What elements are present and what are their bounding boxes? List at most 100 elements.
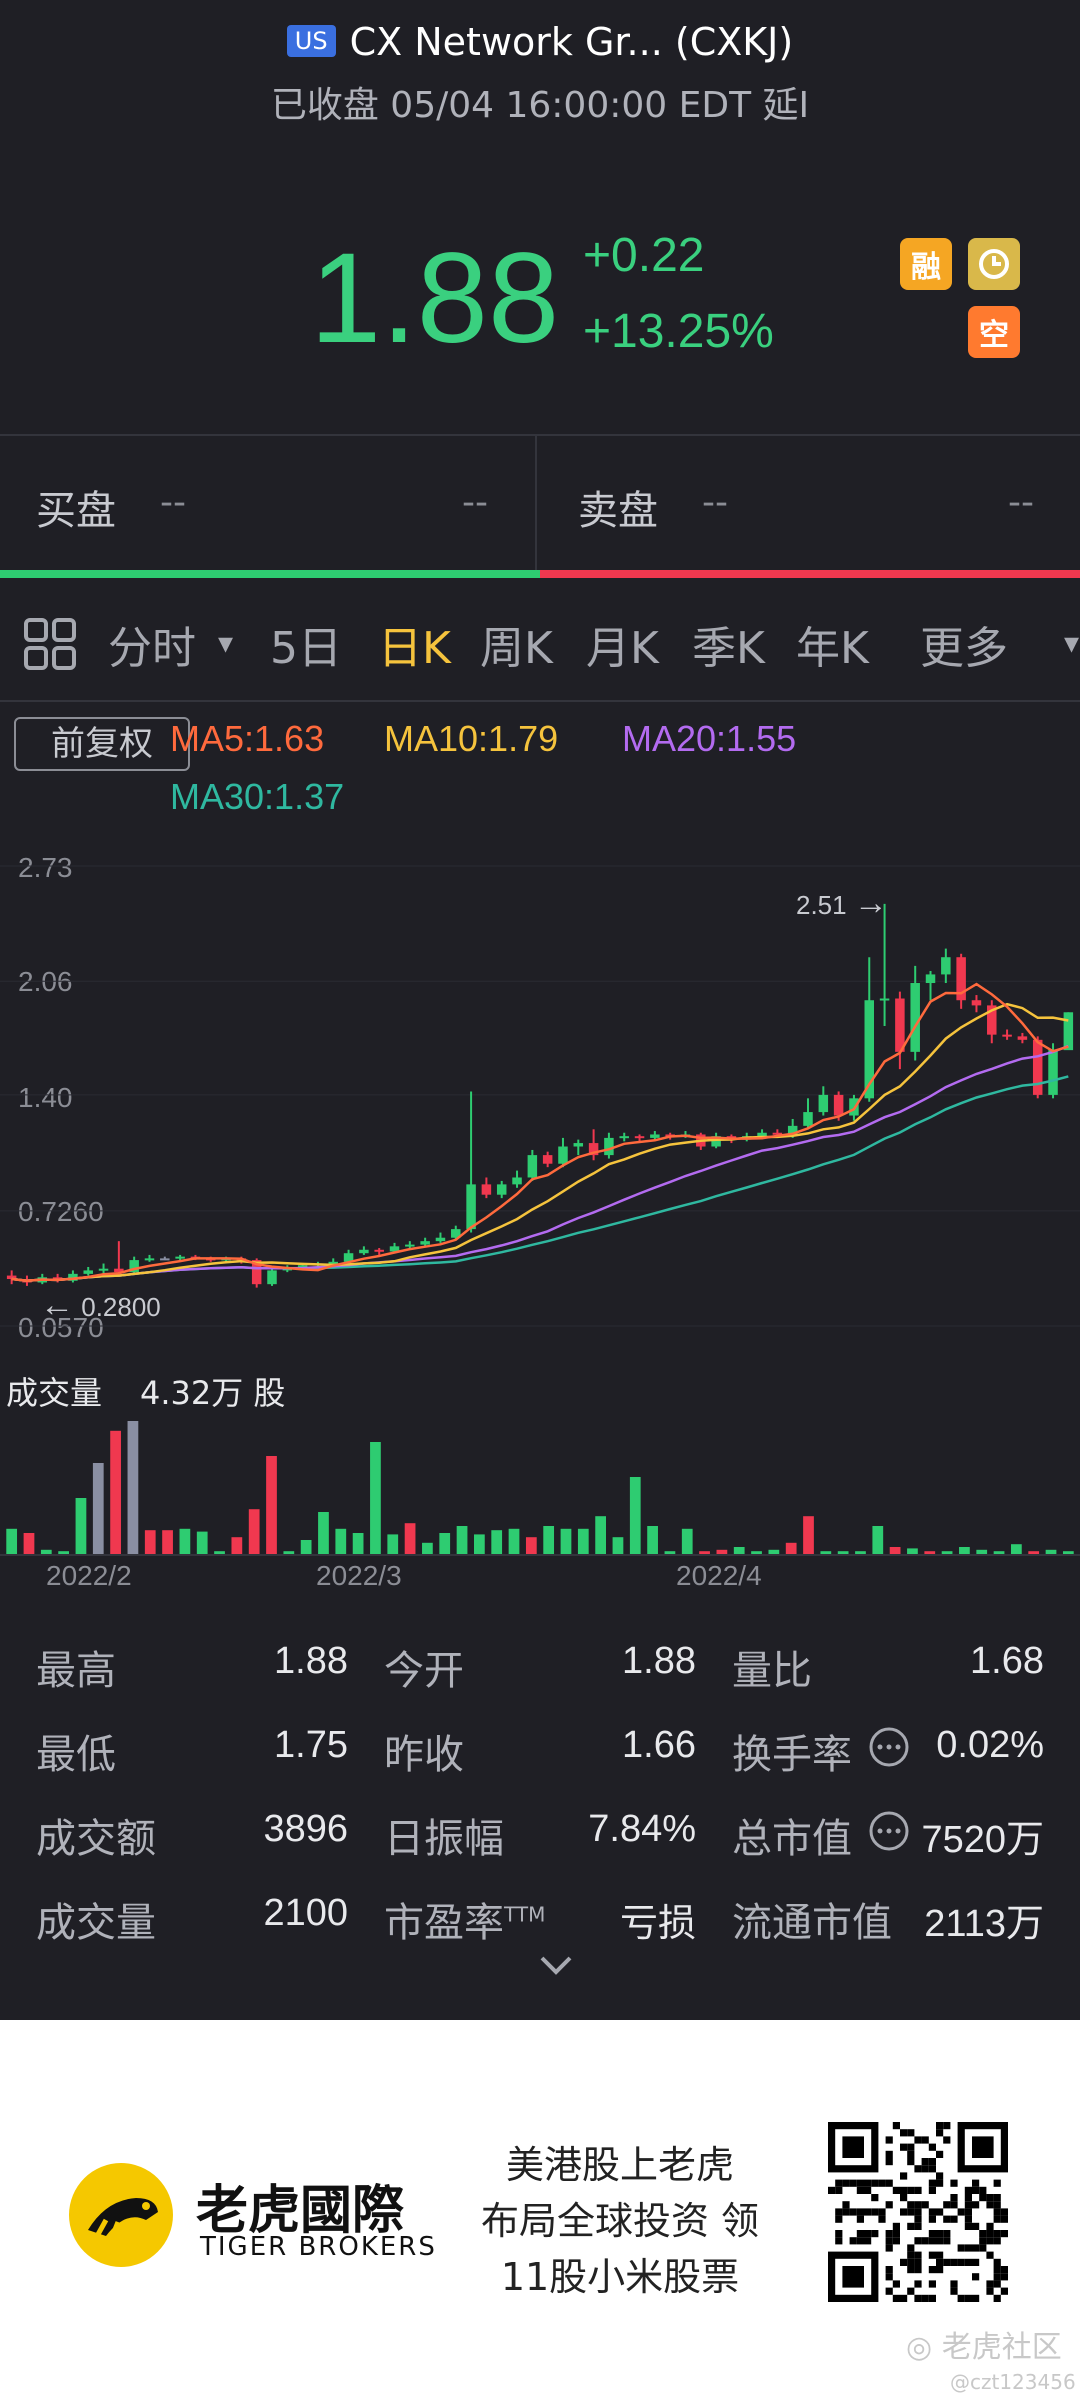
y-tick-label: 0.0570 bbox=[18, 1312, 104, 1343]
volume-bar bbox=[404, 1523, 416, 1554]
stat-label: 流通市值 bbox=[732, 1900, 892, 1946]
volume-bar bbox=[907, 1548, 918, 1554]
volume-bar bbox=[612, 1537, 624, 1554]
adjust-button[interactable]: 前复权 bbox=[14, 717, 190, 771]
ask-label: 卖盘 bbox=[578, 488, 658, 534]
volume-bar bbox=[1028, 1551, 1040, 1554]
candle bbox=[297, 1265, 308, 1268]
volume-bar bbox=[629, 1477, 641, 1554]
info-icon[interactable] bbox=[868, 1726, 910, 1772]
stat-value: 2100 bbox=[263, 1892, 348, 1934]
stat-value: 7520万 bbox=[921, 1819, 1044, 1861]
tab-daily-k[interactable]: 日K bbox=[378, 623, 451, 674]
volume-bar bbox=[837, 1551, 849, 1554]
volume-bar bbox=[993, 1551, 1005, 1554]
ma5-line bbox=[11, 982, 1069, 1282]
stat-value: 2113万 bbox=[924, 1903, 1044, 1945]
price-change-percent: +13.25% bbox=[583, 305, 774, 358]
arrow-left-icon: ← bbox=[40, 1286, 74, 1324]
history-icon[interactable] bbox=[968, 238, 1020, 290]
volume-bar bbox=[785, 1542, 797, 1554]
tab-monthly-k[interactable]: 月K bbox=[586, 623, 659, 674]
arrow-right-icon: → bbox=[853, 884, 888, 922]
expand-chevron-icon[interactable] bbox=[536, 1950, 576, 1984]
min-price-marker: ← 0.2800 bbox=[40, 1286, 161, 1325]
stat-label: 日振幅 bbox=[384, 1816, 504, 1862]
volume-bar bbox=[803, 1516, 814, 1554]
candle bbox=[435, 1237, 446, 1242]
volume-bar bbox=[58, 1551, 69, 1554]
candle bbox=[496, 1184, 507, 1195]
ttm-superscript: TTM bbox=[504, 1902, 546, 1927]
stat-value: 1.66 bbox=[622, 1724, 696, 1766]
candle bbox=[251, 1260, 262, 1285]
volume-bar bbox=[820, 1551, 832, 1554]
volume-bar bbox=[872, 1526, 884, 1554]
candle bbox=[328, 1261, 339, 1264]
candle bbox=[83, 1270, 93, 1274]
tab-quarterly-k[interactable]: 季K bbox=[692, 623, 765, 674]
volume-bar bbox=[387, 1534, 399, 1554]
price-change: +0.22 bbox=[583, 229, 705, 282]
candle bbox=[650, 1134, 660, 1138]
info-icon[interactable] bbox=[868, 1810, 910, 1856]
candle bbox=[267, 1270, 277, 1285]
market-badge: US bbox=[286, 24, 336, 57]
volume-bar bbox=[716, 1549, 728, 1554]
volume-bar bbox=[75, 1498, 87, 1554]
chevron-down-icon[interactable]: ▾ bbox=[1064, 626, 1080, 661]
bid-ratio-bar bbox=[0, 570, 540, 578]
tab-weekly-k[interactable]: 周K bbox=[480, 623, 553, 674]
volume-bar bbox=[6, 1528, 18, 1554]
stat-label: 成交量 bbox=[36, 1900, 156, 1946]
volume-bar bbox=[196, 1531, 208, 1554]
candlestick-chart[interactable] bbox=[0, 840, 1080, 1340]
stat-label: 量比 bbox=[732, 1648, 812, 1694]
volume-chart[interactable] bbox=[0, 1410, 1080, 1554]
volume-bar bbox=[474, 1534, 485, 1554]
candle bbox=[466, 1184, 476, 1230]
volume-bar bbox=[577, 1528, 589, 1554]
tab-more[interactable]: 更多 bbox=[920, 623, 1008, 674]
margin-tag[interactable]: 融 bbox=[900, 238, 952, 290]
candle bbox=[374, 1249, 384, 1252]
candle bbox=[420, 1241, 430, 1245]
volume-bar bbox=[543, 1526, 555, 1554]
caret-down-icon[interactable]: ▾ bbox=[218, 626, 234, 661]
market-status: 已收盘 05/04 16:00:00 EDT 延I bbox=[270, 85, 810, 126]
qr-code[interactable] bbox=[828, 2122, 1008, 2302]
candle bbox=[588, 1143, 599, 1156]
ma20-line bbox=[11, 1044, 1069, 1282]
volume-bar bbox=[214, 1551, 225, 1554]
volume-bar bbox=[335, 1528, 347, 1554]
candle bbox=[803, 1112, 813, 1126]
volume-bar bbox=[162, 1530, 173, 1554]
volume-bar bbox=[370, 1442, 381, 1554]
candle bbox=[527, 1155, 538, 1178]
stat-label: 今开 bbox=[384, 1648, 464, 1694]
volume-bar bbox=[266, 1456, 277, 1554]
candle bbox=[359, 1249, 369, 1254]
watermark-icon: ◎ bbox=[906, 2330, 933, 2365]
candle bbox=[772, 1132, 783, 1135]
volume-bar bbox=[491, 1530, 503, 1554]
divider bbox=[0, 700, 1080, 702]
volume-label: 成交量 bbox=[6, 1374, 103, 1412]
volume-value: 4.32万 股 bbox=[140, 1374, 286, 1412]
volume-bar bbox=[647, 1526, 658, 1554]
volume-bar bbox=[959, 1547, 970, 1554]
ma10-label: MA10:1.79 bbox=[384, 718, 559, 759]
volume-bar bbox=[422, 1542, 433, 1554]
volume-bar bbox=[1045, 1549, 1057, 1554]
volume-bar bbox=[300, 1540, 312, 1554]
tab-yearly-k[interactable]: 年K bbox=[796, 623, 869, 674]
stat-value: 3896 bbox=[263, 1808, 348, 1850]
volume-bar bbox=[595, 1516, 606, 1554]
tab-intraday[interactable]: 分时 bbox=[108, 623, 196, 674]
watermark-text: 老虎社区 bbox=[941, 2330, 1062, 2365]
candle bbox=[451, 1229, 461, 1238]
stat-value: 7.84% bbox=[588, 1808, 696, 1850]
short-sell-tag[interactable]: 空 bbox=[968, 306, 1020, 358]
tab-5day[interactable]: 5日 bbox=[270, 623, 342, 674]
grid-icon[interactable] bbox=[24, 618, 76, 674]
